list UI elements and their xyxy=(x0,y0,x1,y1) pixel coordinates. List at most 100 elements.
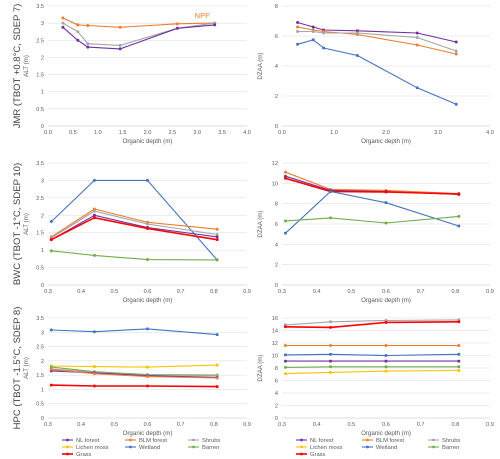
legend-label: Lichen moss xyxy=(310,445,343,451)
data-point-barren xyxy=(92,253,96,257)
series-blm-forest xyxy=(296,25,458,56)
data-point-wetland xyxy=(457,352,461,356)
data-point-wetland xyxy=(329,189,333,193)
series-line-blm-forest xyxy=(51,368,218,379)
y-tick-label: 2 xyxy=(41,213,44,219)
x-tick-label: 0.8 xyxy=(451,289,459,295)
legend-item-nl-forest: NL forest xyxy=(296,438,334,444)
data-point-barren xyxy=(329,216,333,220)
legend-item-barren: Barren xyxy=(428,445,459,451)
data-point-wetland xyxy=(146,178,149,182)
x-tick-label: 0.4 xyxy=(313,422,321,428)
x-tick-label: 0.3 xyxy=(44,289,52,295)
data-point-wetland xyxy=(384,354,388,357)
series-line-lichen-moss xyxy=(285,369,459,375)
legend-swatch-marker xyxy=(432,445,435,449)
legend-swatch-marker xyxy=(300,452,303,456)
legend-swatch-marker xyxy=(66,452,69,456)
y-tick-label: 6 xyxy=(275,34,278,40)
x-tick-label: 0.9 xyxy=(486,289,494,295)
series-wetland xyxy=(49,327,219,337)
y-tick-label: 1 xyxy=(41,387,44,393)
data-point-blm-forest xyxy=(329,344,333,347)
data-point-blm-forest xyxy=(175,22,179,26)
y-tick-label: 1.5 xyxy=(36,231,44,237)
legend-label: NL forest xyxy=(76,438,100,444)
legend-label: Grass xyxy=(310,452,326,458)
legend-swatch-marker xyxy=(129,438,132,442)
legend-label: Wetland xyxy=(139,445,160,451)
data-point-blm-forest xyxy=(92,207,96,211)
data-point-grass xyxy=(457,192,461,196)
y-axis-label: DZAA (m) xyxy=(257,210,264,237)
y-tick-label: 3.5 xyxy=(36,316,44,322)
y-tick-label: 10 xyxy=(272,181,278,187)
x-tick-label: 0.8 xyxy=(451,422,459,428)
y-tick-label: 2 xyxy=(41,359,44,365)
data-point-barren xyxy=(146,258,149,262)
x-tick-label: 0.6 xyxy=(144,422,152,428)
x-tick-label: 4.0 xyxy=(243,130,251,136)
legend-swatch-marker xyxy=(129,445,132,449)
series-line-grass xyxy=(51,384,218,388)
y-tick-label: 14 xyxy=(272,329,278,335)
data-point-wetland xyxy=(311,38,315,42)
legend-item-nl-forest: NL forest xyxy=(62,438,100,444)
y-tick-label: 2 xyxy=(275,404,278,410)
chart-panel-1: 0 2 4 6 8 0.0 1.0 2.0 3.0 4.0 Organic depth (m) DZA… xyxy=(257,4,494,145)
legend-swatch-marker xyxy=(192,445,195,449)
series-line-grass xyxy=(285,321,459,329)
y-tick-label: 16 xyxy=(272,316,278,322)
series-line-wetland xyxy=(285,190,459,234)
data-point-barren xyxy=(457,365,461,369)
y-tick-label: 0.5 xyxy=(36,402,44,408)
data-point-wetland xyxy=(49,220,53,224)
y-tick-label: 12 xyxy=(272,161,278,167)
series-line-barren xyxy=(285,366,459,368)
y-tick-label: 12 xyxy=(272,341,278,347)
legend-item-wetland: Wetland xyxy=(125,445,160,451)
chart-panel-0: 0 0.5 1 1.5 2 2.5 3 3.5 0.0 0.5 1.0 1.5 2.0 2.5 3.0 3.5… xyxy=(12,4,251,145)
data-point-blm-forest xyxy=(415,43,419,47)
annotation-label: NPF xyxy=(195,11,210,20)
x-tick-label: 3.5 xyxy=(218,130,226,136)
data-point-nl-forest xyxy=(118,47,122,51)
data-point-wetland xyxy=(355,54,359,57)
data-point-nl-forest xyxy=(384,359,388,363)
data-point-lichen-moss xyxy=(146,365,149,369)
legend-label: NL forest xyxy=(310,438,334,444)
y-tick-label: 6 xyxy=(275,379,278,385)
data-point-grass xyxy=(215,238,219,242)
legend-label: Barren xyxy=(442,445,459,451)
legend-label: Lichen moss xyxy=(76,445,109,451)
x-tick-label: 4.0 xyxy=(486,130,494,136)
x-axis-label: Organic depth (m) xyxy=(361,297,411,304)
series-line-shrubs xyxy=(285,319,459,326)
legend-swatch-marker xyxy=(66,445,69,449)
chart-panel-3: 0 2 4 6 8 10 12 0.3 0.4 0.5 0.6 0.7 0.8 0.9 Organic de… xyxy=(257,161,494,304)
data-point-shrubs xyxy=(92,209,96,213)
y-tick-label: 8 xyxy=(275,202,278,208)
legend-item-shrubs: Shrubs xyxy=(188,438,220,444)
series-wetland xyxy=(296,38,458,106)
series-line-nl-forest xyxy=(51,214,218,241)
legend-item-shrubs: Shrubs xyxy=(428,438,460,444)
data-point-grass xyxy=(49,383,53,387)
data-point-nl-forest xyxy=(86,45,90,49)
series-nl-forest xyxy=(61,23,217,51)
series-barren xyxy=(49,249,219,262)
legend-item-lichen-moss: Lichen moss xyxy=(62,445,109,451)
data-point-barren xyxy=(384,221,388,225)
data-point-shrubs xyxy=(118,43,122,47)
data-point-nl-forest xyxy=(355,29,359,33)
legend-left: NL forest BLM forest Shrubs Lichen moss Wetl… xyxy=(62,438,220,458)
data-point-shrubs xyxy=(76,30,80,34)
x-axis-label: Organic depth (m) xyxy=(123,138,173,145)
x-tick-label: 0.8 xyxy=(210,422,218,428)
series-wetland xyxy=(283,352,461,357)
data-point-nl-forest xyxy=(175,26,179,30)
data-point-lichen-moss xyxy=(283,372,287,376)
row-label: HPC (TBOT -1.5°C, SDEP 8) xyxy=(12,307,23,430)
data-point-blm-forest xyxy=(215,376,219,380)
y-tick-label: 4 xyxy=(275,391,278,397)
